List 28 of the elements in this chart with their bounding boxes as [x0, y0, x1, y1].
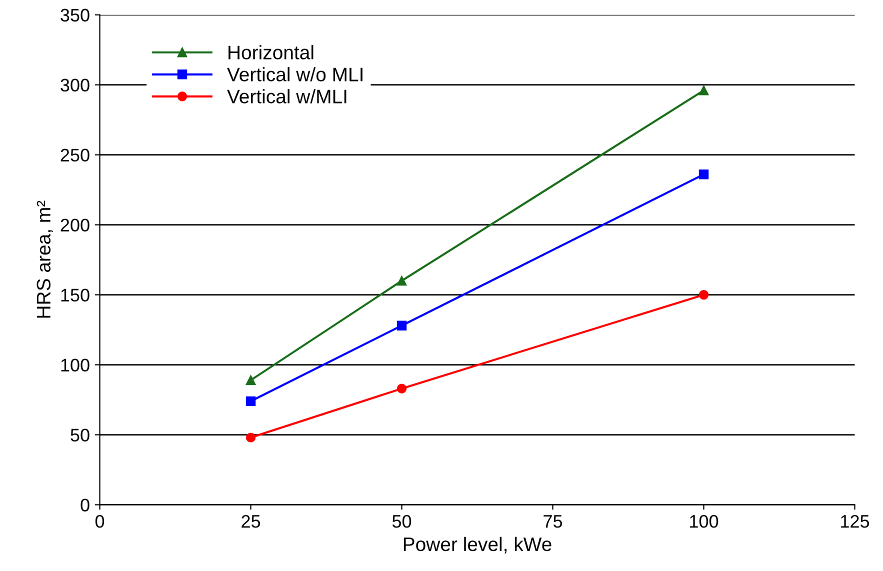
x-axis-title: Power level, kWe	[404, 536, 552, 554]
x-tick-label: 75	[544, 515, 562, 528]
point	[396, 384, 407, 394]
y-tick-label: 350	[60, 8, 90, 22]
point	[698, 290, 709, 300]
point	[698, 86, 709, 96]
y-tick-label: 50	[70, 428, 90, 442]
x-tick-label: 125	[841, 514, 870, 528]
y-axis-title: HRS area, m²	[36, 200, 53, 318]
y-tick-label: 100	[61, 358, 90, 372]
y-tick-label: 300	[60, 78, 90, 92]
x-tick-label: 100	[690, 514, 718, 528]
point	[246, 375, 256, 386]
y-tick-label: 200	[60, 218, 90, 232]
point	[698, 170, 709, 180]
legend-label: Horizontal	[228, 45, 314, 60]
legend-label: Vertical w/o MLI	[227, 67, 362, 82]
point	[396, 276, 407, 286]
x-tick-label: 0	[95, 514, 104, 528]
point	[246, 432, 256, 442]
legend-label: Vertical w/MLI	[227, 89, 346, 104]
point	[246, 396, 256, 406]
x-tick-label: 25	[242, 514, 260, 528]
y-tick-label: 250	[60, 148, 90, 162]
x-tick-label: 50	[392, 514, 412, 528]
y-tick-label: 150	[61, 288, 90, 302]
y-tick-label: 0	[80, 498, 90, 512]
point	[396, 320, 407, 330]
